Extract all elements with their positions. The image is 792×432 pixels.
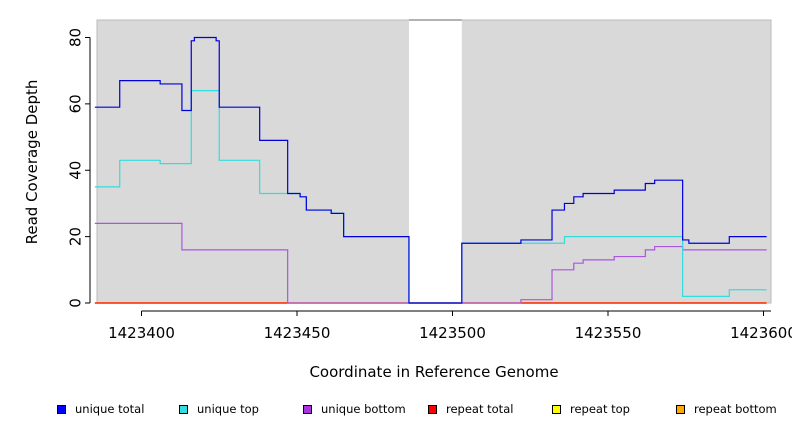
gap-region (408, 20, 462, 303)
x-axis-label: Coordinate in Reference Genome (309, 363, 558, 381)
legend-item-repeat-top: repeat top (552, 402, 630, 416)
legend-swatch-unique-top (179, 404, 188, 414)
legend-item-repeat-total: repeat total (428, 402, 513, 416)
legend-item-unique-total: unique total (57, 402, 144, 416)
coverage-chart: 0 20 40 60 80 1423400 1423450 1423500 1423550 142… (23, 19, 792, 381)
y-tick-label: 40 (67, 161, 85, 180)
legend-label-repeat-total: repeat total (446, 402, 514, 416)
x-tick-label: 1423550 (575, 324, 642, 342)
legend-swatch-repeat-total (428, 404, 437, 414)
legend-item-unique-bottom: unique bottom (303, 402, 406, 416)
y-tick-label: 60 (67, 94, 85, 113)
x-tick-label: 1423500 (419, 324, 486, 342)
series-line-unique-total (94, 36, 767, 304)
legend-label-repeat-top: repeat top (570, 402, 630, 416)
legend: unique total unique top unique bottom re… (0, 402, 792, 416)
y-tick-label: 20 (67, 227, 85, 246)
legend-label-repeat-bottom: repeat bottom (694, 402, 777, 416)
legend-item-repeat-bottom: repeat bottom (676, 402, 777, 416)
y-axis-label: Read Coverage Depth (23, 80, 41, 245)
legend-label-unique-bottom: unique bottom (321, 402, 406, 416)
legend-label-unique-top: unique top (197, 402, 259, 416)
y-tick-label: 0 (67, 298, 85, 308)
x-tick-label: 1423400 (108, 324, 175, 342)
y-tick-label: 80 (67, 28, 85, 47)
legend-label-unique-total: unique total (75, 402, 145, 416)
x-tick-label: 1423450 (264, 324, 331, 342)
legend-swatch-unique-total (57, 404, 66, 414)
legend-swatch-repeat-top (552, 404, 561, 414)
legend-item-unique-top: unique top (179, 402, 259, 416)
legend-swatch-repeat-bottom (676, 404, 685, 414)
legend-swatch-unique-bottom (303, 404, 312, 414)
series-line-unique-bottom (94, 222, 767, 304)
x-tick-label: 1423600 (730, 324, 792, 342)
